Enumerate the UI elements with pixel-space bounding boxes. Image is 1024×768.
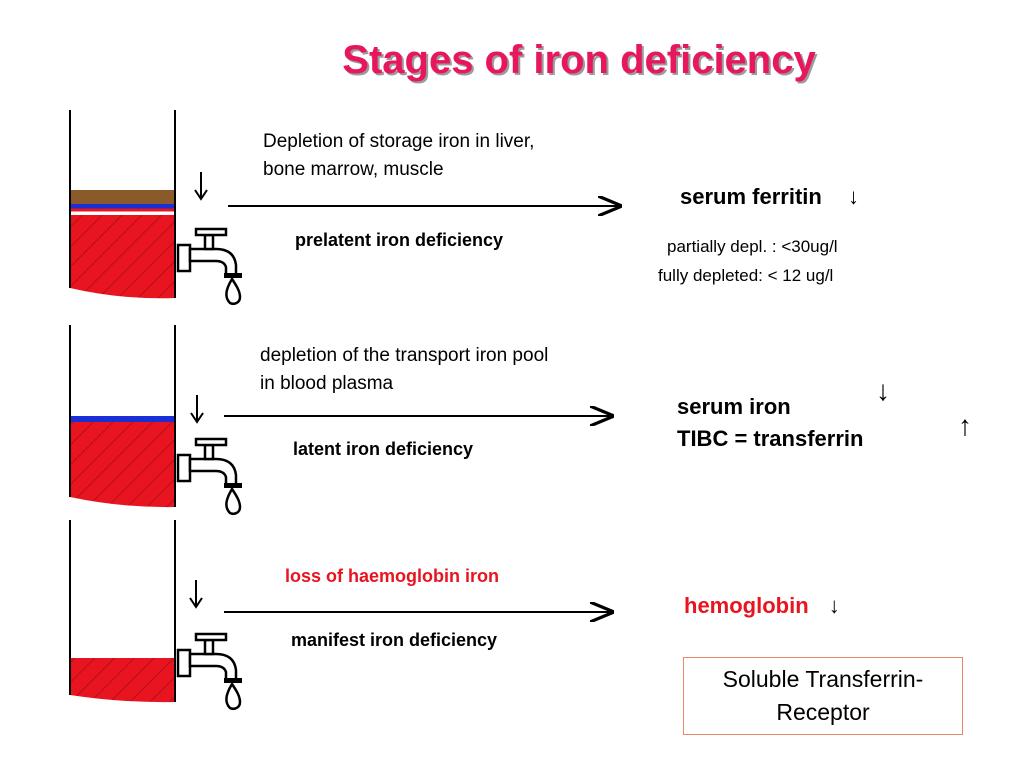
description-line: Depletion of storage iron in liver, (263, 131, 535, 152)
storage-iron-layer (70, 190, 175, 204)
stage-3-result: hemoglobin ↓ (684, 593, 840, 619)
serum-ferritin-label: serum ferritin (680, 184, 822, 209)
transport-iron-layer-stage-1 (70, 204, 175, 209)
hemoglobin-label: hemoglobin (684, 593, 809, 618)
serum-iron-label: serum iron (677, 394, 791, 419)
receptor-line: Receptor (776, 699, 870, 725)
description-line: in blood plasma (260, 373, 394, 394)
iron-fill-stage-2 (70, 422, 175, 508)
transport-iron-layer-stage-2 (70, 416, 175, 422)
tank-level-arrows (189, 172, 208, 609)
stage-3-name: manifest iron deficiency (291, 630, 498, 650)
ferritin-full-threshold: fully depleted: < 12 ug/l (658, 266, 834, 285)
arrow-down-icon (190, 395, 204, 424)
stage-2-name: latent iron deficiency (293, 439, 474, 459)
iron-fill-stage-3 (70, 658, 175, 703)
faucet-icon (176, 227, 244, 305)
soluble-transferrin-receptor-box: Soluble Transferrin- Receptor (683, 657, 963, 735)
description-line: depletion of the transport iron pool (260, 345, 549, 366)
tank-stage-2 (69, 325, 244, 515)
tank-stage-3 (69, 520, 244, 710)
stage-2-description: depletion of the transport iron pool in … (260, 342, 548, 398)
arrow-up-icon: ↑ (958, 410, 972, 441)
arrow-down-icon (189, 580, 203, 609)
stage-1-name: prelatent iron deficiency (295, 230, 504, 250)
stage-1-result: serum ferritin ↓ (680, 184, 859, 210)
faucet-icon (176, 632, 244, 710)
stage-1-description: Depletion of storage iron in liver, bone… (263, 128, 534, 184)
arrow-down-icon: ↓ (876, 375, 890, 406)
receptor-line: Soluble Transferrin- (722, 666, 924, 692)
description-line: bone marrow, muscle (263, 159, 444, 180)
stage-2-result: serum iron TIBC = transferrin (677, 391, 863, 455)
page-title: Stages of iron deficiency (342, 38, 816, 82)
arrow-down-icon (194, 172, 208, 201)
arrow-down-icon: ↓ (828, 593, 840, 618)
faucet-icon (176, 437, 244, 515)
arrow-down-icon: ↓ (847, 184, 859, 209)
tibc-transferrin-label: TIBC = transferrin (677, 426, 864, 451)
iron-fill-stage-1 (70, 215, 175, 299)
tank-stage-1 (69, 110, 244, 305)
stage-3-description: loss of haemoglobin iron (285, 566, 500, 586)
ferritin-partial-threshold: partially depl. : <30ug/l (667, 237, 838, 256)
